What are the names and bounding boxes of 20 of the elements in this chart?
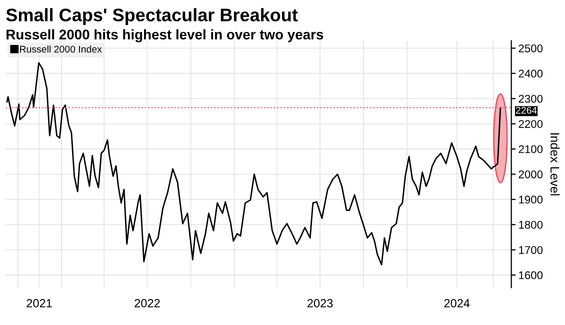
- y-tick-label: 2100: [518, 145, 543, 154]
- ref-line-label: 2264: [516, 106, 537, 114]
- x-tick-label: 2022: [134, 299, 160, 308]
- y-tick-label: 2500: [518, 44, 543, 52]
- y-tick-label: 2300: [518, 94, 543, 103]
- x-tick-label: 2023: [308, 299, 333, 308]
- chart-subtitle: Russell 2000 hits highest level in over two years: [6, 29, 324, 42]
- y-tick-label: 1700: [519, 246, 543, 254]
- y-tick-label: 1600: [519, 271, 543, 280]
- y-tick-label: 1900: [519, 196, 543, 204]
- y-tick-label: 2400: [518, 70, 543, 78]
- line-series: [6, 62, 502, 266]
- y-tick-label: 1800: [519, 220, 543, 229]
- chart-title: Small Caps' Spectacular Breakout: [6, 8, 298, 25]
- y-tick-label: 2200: [518, 120, 543, 128]
- x-tick-label: 2021: [26, 299, 52, 308]
- x-tick-label: 2024: [444, 299, 470, 308]
- y-tick-label: 2000: [518, 170, 543, 178]
- legend-label: Russell 2000 Index: [20, 45, 102, 53]
- y-axis-title: Index Level: [550, 133, 560, 196]
